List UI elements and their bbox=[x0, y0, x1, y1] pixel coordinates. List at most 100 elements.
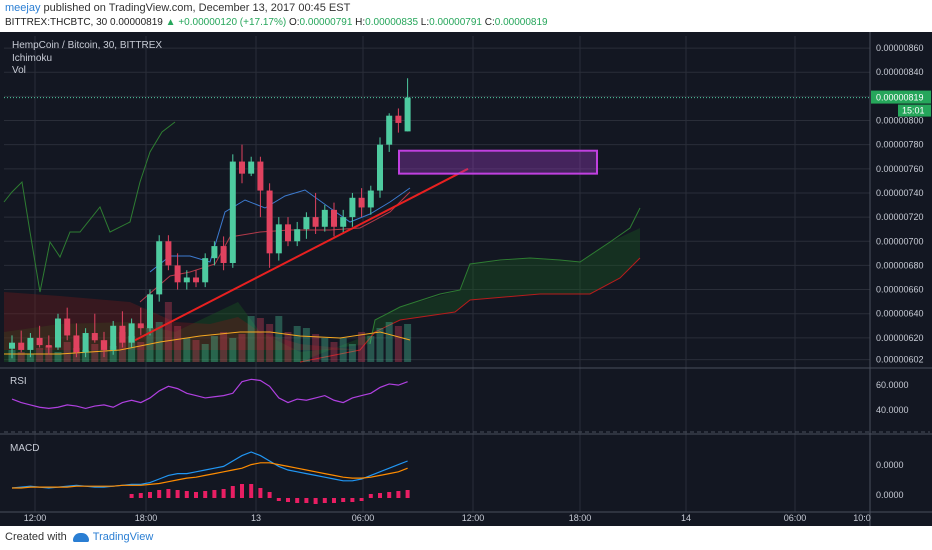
volume-bar bbox=[220, 332, 228, 362]
macd-histogram-bar bbox=[194, 492, 198, 498]
macd-histogram-bar bbox=[368, 494, 373, 498]
macd-tick-label: 0.0000 bbox=[876, 460, 904, 470]
candle-body bbox=[193, 277, 199, 283]
candle-body bbox=[128, 323, 135, 343]
axes: 0.000008600.000008400.000008200.00000800… bbox=[0, 32, 932, 526]
leading-span-a bbox=[369, 207, 641, 345]
last-price-tag bbox=[871, 90, 931, 104]
volume-ma-line bbox=[4, 331, 411, 355]
macd-histogram-bar bbox=[157, 490, 162, 498]
low-key: L: bbox=[420, 17, 430, 28]
candles bbox=[9, 78, 411, 359]
volume-bar bbox=[210, 336, 218, 362]
volume-bar bbox=[348, 344, 356, 362]
volume-bar bbox=[192, 340, 200, 362]
open-key: O: bbox=[288, 17, 300, 28]
price-tick-label: 0.00000602 bbox=[876, 355, 924, 365]
candle-body bbox=[220, 246, 227, 263]
macd-histogram-bar bbox=[138, 493, 143, 498]
candle-body bbox=[174, 265, 181, 283]
volume-bar bbox=[330, 342, 338, 362]
candle-body bbox=[119, 325, 126, 343]
drawings[interactable] bbox=[134, 149, 598, 342]
publish-info: meejay published on TradingView.com, Dec… bbox=[5, 2, 350, 14]
candle-body bbox=[275, 224, 282, 254]
tradingview-link[interactable]: TradingView bbox=[92, 531, 154, 543]
macd-histogram-bar bbox=[387, 492, 392, 498]
volume-bar bbox=[302, 328, 310, 362]
publish-text: published on TradingView.com, December 1… bbox=[43, 2, 351, 14]
chart-canvas[interactable]: 0.000008600.000008400.000008200.00000800… bbox=[0, 32, 932, 526]
high-key: H: bbox=[355, 17, 366, 28]
volume-bar bbox=[284, 332, 292, 362]
macd-tick-label: 0.0000 bbox=[876, 490, 904, 500]
candle-body bbox=[312, 217, 319, 227]
macd-histogram-bar bbox=[175, 490, 180, 498]
candle-body bbox=[248, 161, 255, 174]
rsi-tick-label: 60.0000 bbox=[876, 380, 909, 390]
candle-body bbox=[156, 241, 163, 295]
price-tick-label: 0.00000680 bbox=[876, 260, 924, 270]
grid-lines bbox=[4, 36, 870, 512]
macd-line bbox=[11, 451, 408, 489]
volume-bar bbox=[404, 324, 412, 362]
candle-body bbox=[211, 246, 218, 259]
legend-volume: Vol bbox=[12, 65, 26, 76]
high-value: 0.00000835 bbox=[365, 17, 419, 28]
candle-body bbox=[45, 345, 52, 348]
macd-histogram-bar bbox=[378, 493, 382, 498]
candle-body bbox=[266, 190, 273, 254]
indicator-lines bbox=[4, 187, 411, 355]
leading-span-b bbox=[299, 257, 641, 363]
volume-bar bbox=[164, 302, 172, 362]
lagging-span bbox=[3, 121, 176, 293]
open-value: 0.00000791 bbox=[299, 17, 353, 28]
time-tick-label: 18:00 bbox=[135, 513, 158, 523]
price-tick-label: 0.00000860 bbox=[876, 43, 924, 53]
target-box bbox=[398, 149, 598, 175]
countdown-tag bbox=[898, 104, 931, 117]
macd-histogram-bar bbox=[212, 490, 217, 498]
countdown-label: 15:01 bbox=[902, 106, 925, 116]
symbol-ohlc-bar: BITTREX:THCBTC, 30 0.00000819 ▲ +0.00000… bbox=[5, 17, 548, 28]
price-tick-label: 0.00000640 bbox=[876, 309, 924, 319]
volume-bar bbox=[256, 318, 264, 362]
volume-bar bbox=[137, 342, 145, 362]
macd-histogram-bar bbox=[313, 498, 318, 504]
volume-bar bbox=[63, 342, 71, 362]
legend-title: HempCoin / Bitcoin, 30, BITTREX bbox=[12, 40, 162, 51]
volume-bar bbox=[229, 338, 237, 362]
volume-bar bbox=[358, 332, 366, 362]
volume-bar bbox=[312, 334, 320, 362]
volume-bar bbox=[36, 348, 44, 362]
macd-histogram-bar bbox=[359, 498, 364, 501]
macd-histogram-bar bbox=[240, 484, 244, 498]
price-tick-label: 0.00000620 bbox=[876, 333, 924, 343]
created-with-text: Created with bbox=[5, 531, 67, 543]
time-tick-label: 10:0 bbox=[853, 513, 871, 523]
candle-body bbox=[101, 340, 107, 350]
macd-histogram-bar bbox=[258, 488, 263, 498]
candle-body bbox=[9, 342, 15, 349]
candle-body bbox=[202, 258, 209, 283]
volume-bar bbox=[183, 338, 191, 362]
macd-pane bbox=[11, 451, 410, 504]
macd-histogram-bar bbox=[203, 491, 208, 498]
candle-body bbox=[321, 209, 328, 227]
price-tick-label: 0.00000780 bbox=[876, 140, 924, 150]
author-link[interactable]: meejay bbox=[5, 2, 41, 14]
macd-histogram-bar bbox=[405, 490, 410, 498]
volume-bar bbox=[54, 352, 62, 362]
macd-histogram-bar bbox=[350, 498, 355, 502]
macd-histogram-bar bbox=[286, 498, 290, 502]
candle-body bbox=[18, 342, 25, 350]
macd-histogram-bar bbox=[184, 491, 189, 498]
candle-body bbox=[91, 333, 98, 341]
volume-bar bbox=[385, 322, 393, 362]
chart-background bbox=[0, 32, 932, 526]
candle-body bbox=[239, 161, 245, 174]
candle-body bbox=[377, 144, 383, 191]
last-price-label: 0.00000819 bbox=[876, 93, 924, 103]
candle-body bbox=[294, 229, 301, 242]
macd-histogram-bar bbox=[304, 498, 309, 503]
